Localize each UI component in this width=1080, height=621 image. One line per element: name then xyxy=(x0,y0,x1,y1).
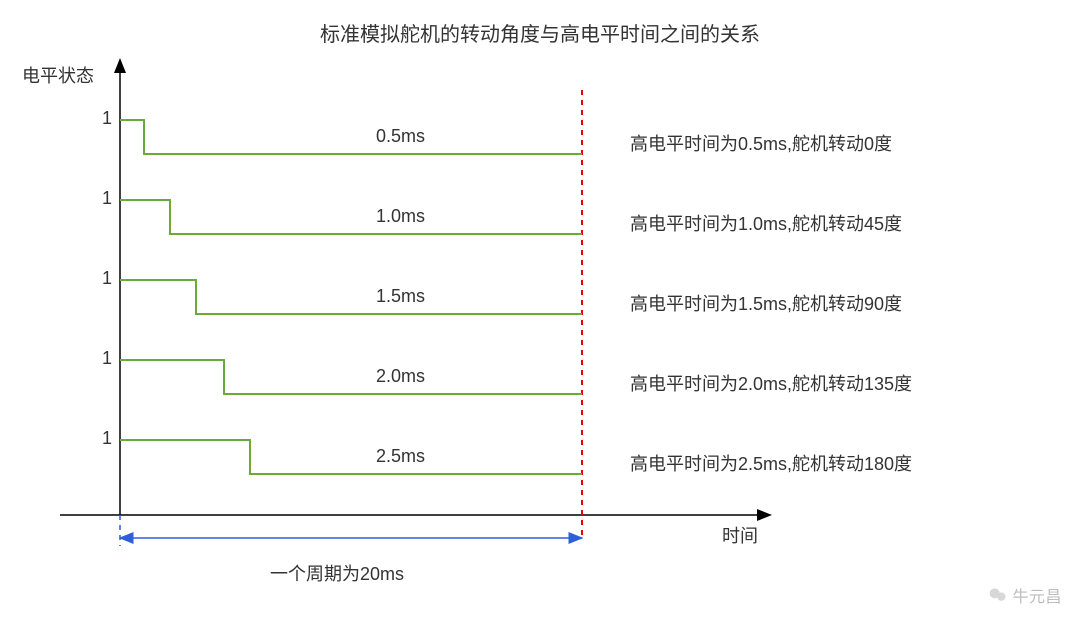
watermark-text: 牛元昌 xyxy=(1012,583,1062,607)
pulse-width-label: 2.0ms xyxy=(376,366,425,387)
diagram-container: 标准模拟舵机的转动角度与高电平时间之间的关系 电平状态 11111 0.5ms1… xyxy=(0,0,1080,621)
signal-description: 高电平时间为0.5ms,舵机转动0度 xyxy=(630,130,892,156)
plot-svg xyxy=(0,0,1080,621)
pulse-width-label: 2.5ms xyxy=(376,446,425,467)
x-axis-label: 时间 xyxy=(722,522,758,548)
y-tick-label: 1 xyxy=(82,188,112,209)
signal-waveform xyxy=(120,360,582,394)
signal-waveform xyxy=(120,440,582,474)
pulse-width-label: 1.0ms xyxy=(376,206,425,227)
y-tick-label: 1 xyxy=(82,108,112,129)
signal-description: 高电平时间为1.5ms,舵机转动90度 xyxy=(630,290,902,316)
signal-description: 高电平时间为1.0ms,舵机转动45度 xyxy=(630,210,902,236)
pulse-width-label: 0.5ms xyxy=(376,126,425,147)
period-label: 一个周期为20ms xyxy=(270,560,404,586)
signal-waveform xyxy=(120,120,582,154)
signal-waveform xyxy=(120,280,582,314)
signal-description: 高电平时间为2.5ms,舵机转动180度 xyxy=(630,450,912,476)
signal-description: 高电平时间为2.0ms,舵机转动135度 xyxy=(630,370,912,396)
y-tick-label: 1 xyxy=(82,348,112,369)
signal-waveform xyxy=(120,200,582,234)
y-tick-label: 1 xyxy=(82,268,112,289)
pulse-width-label: 1.5ms xyxy=(376,286,425,307)
y-tick-label: 1 xyxy=(82,428,112,449)
wechat-icon xyxy=(988,585,1008,605)
watermark: 牛元昌 xyxy=(988,583,1062,607)
